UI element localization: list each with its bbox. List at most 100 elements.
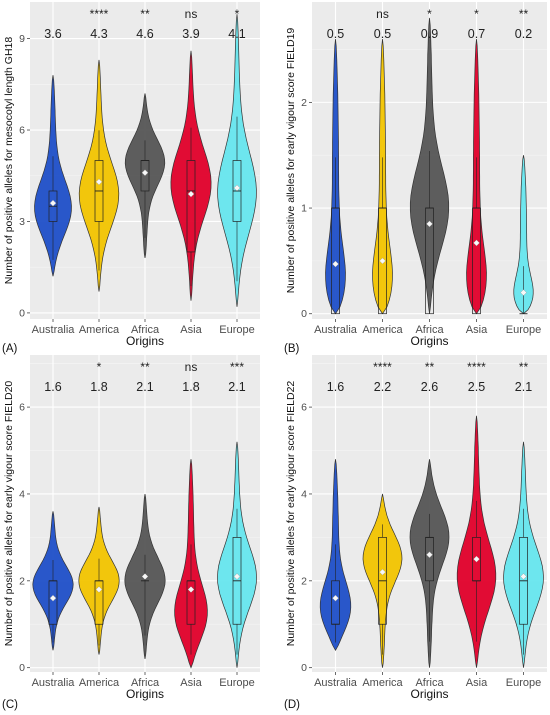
x-axis-label: Origins [410,687,448,701]
mean-diamond [332,260,339,268]
x-tick-label: Asia [466,324,488,336]
mean-label: 4.6 [136,27,153,41]
mean-diamond [187,190,195,198]
mean-diamond [233,184,241,192]
x-tick-label: Australia [314,677,358,689]
significance-label: **** [373,360,392,374]
x-tick-label: Africa [131,677,160,689]
mean-label: 2.1 [515,380,532,394]
violin-africa [409,459,450,668]
significance-label: * [97,360,102,374]
panel-label: (B) [284,343,300,355]
violin-europe [513,155,534,315]
mean-diamond [141,169,149,176]
x-tick-label: Africa [131,324,160,336]
mean-diamond [379,257,386,265]
x-tick-label: Europe [506,677,541,689]
x-tick-label: Europe [219,677,254,689]
x-tick-label: Europe [506,324,541,336]
mean-label: 3.6 [44,27,61,41]
mean-diamond [49,594,57,602]
y-tick-label: 4 [301,488,307,500]
mean-label: 4.1 [228,27,245,41]
mean-label: 0.5 [327,27,344,41]
mean-diamond [49,199,57,207]
x-axis-label: Origins [126,687,164,701]
x-axis-label: Origins [410,334,448,348]
x-tick-label: America [362,677,403,689]
significance-label: ns [185,360,198,374]
y-tick-label: 4 [19,488,25,500]
y-axis-label: Number of positive alleles for mesocotyl… [3,37,15,285]
y-axis-label: Number of positive alleles for early vig… [3,381,15,647]
y-tick-label: 0 [301,662,307,674]
x-tick-label: Europe [219,324,254,336]
violin-america [78,59,120,292]
y-tick-label: 1 [301,203,307,215]
mean-label: 2.2 [374,380,391,394]
y-axis-label: Number of positive alleles for early vig… [285,28,297,294]
mean-label: 2.5 [468,380,485,394]
x-tick-label: America [362,324,403,336]
x-tick-label: Africa [415,677,444,689]
mean-label: 0.5 [374,27,391,41]
mean-diamond [520,289,527,296]
panel-label: (D) [284,699,300,711]
x-tick-label: Australia [314,324,358,336]
significance-label: * [235,7,240,21]
x-tick-label: Africa [415,324,444,336]
mean-diamond [233,573,241,580]
mean-label: 0.2 [515,27,532,41]
significance-label: **** [90,7,109,21]
mean-label: 2.1 [136,380,153,394]
mean-diamond [187,586,195,593]
mean-diamond [95,586,103,593]
violin-asia [170,50,212,301]
significance-label: **** [467,360,486,374]
y-tick-label: 2 [301,575,307,587]
y-tick-label: 6 [19,125,25,137]
mean-label: 0.7 [468,27,485,41]
panel-label: (C) [2,699,18,711]
x-tick-label: America [79,677,120,689]
mean-diamond [426,220,433,228]
x-tick-label: Australia [32,677,76,689]
violin-europe [217,441,257,668]
mean-diamond [379,568,386,576]
x-tick-label: Asia [180,324,202,336]
x-tick-label: Asia [466,677,488,689]
significance-label: *** [230,360,244,374]
y-tick-label: 0 [19,307,25,319]
mean-diamond [332,594,339,602]
significance-label: ns [376,7,389,21]
mean-diamond [141,573,149,580]
y-tick-label: 2 [301,97,307,109]
mean-diamond [473,555,480,563]
violin-asia [456,415,497,668]
y-tick-label: 0 [19,662,25,674]
y-tick-label: 6 [301,402,307,414]
mean-label: 1.6 [327,380,344,394]
mean-diamond [95,178,103,186]
panel-label: (A) [2,343,18,355]
significance-label: ** [519,7,529,21]
mean-label: 2.6 [421,380,438,394]
significance-label: ** [140,7,150,21]
significance-label: ** [519,360,529,374]
x-tick-label: America [79,324,120,336]
x-tick-label: Australia [32,324,76,336]
mean-label: 1.8 [182,380,199,394]
y-tick-label: 2 [19,575,25,587]
significance-label: ** [140,360,150,374]
mean-label: 2.1 [228,380,245,394]
x-tick-label: Asia [180,677,202,689]
mean-diamond [426,551,433,559]
y-tick-label: 6 [19,402,25,414]
mean-label: 0.9 [421,27,438,41]
y-tick-label: 0 [301,308,307,320]
